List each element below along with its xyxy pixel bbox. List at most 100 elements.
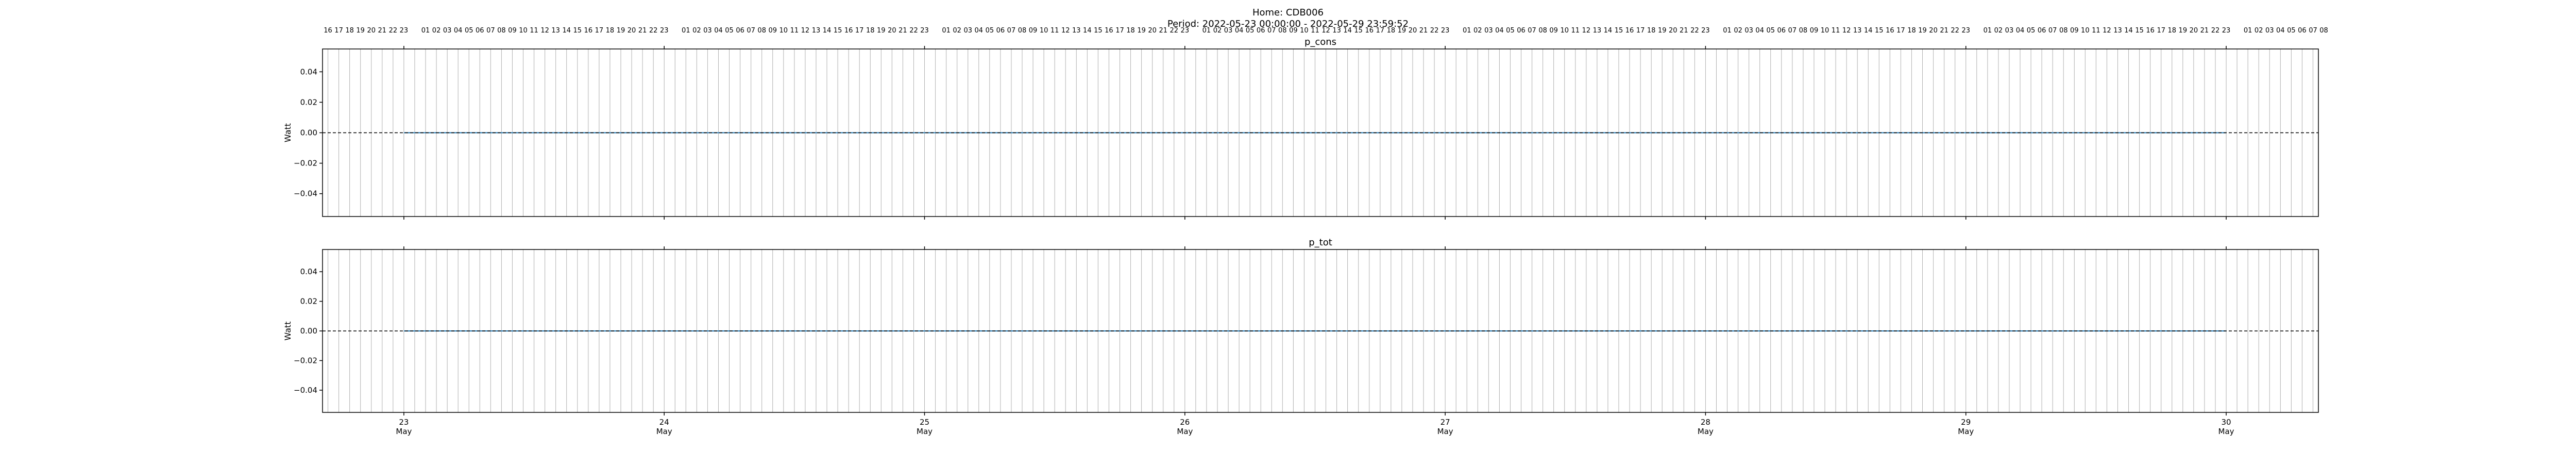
- hour-tick-label: 06: [476, 27, 484, 35]
- y-tick-label: 0.04: [300, 267, 317, 276]
- y-tick-label: −0.02: [294, 159, 317, 168]
- hour-tick-label: 07: [1528, 27, 1536, 35]
- chart-title: p_tot: [1309, 237, 1332, 248]
- y-axis-label: Watt: [283, 123, 293, 142]
- hour-tick-label: 09: [1289, 27, 1298, 35]
- hour-tick-label: 15: [2135, 27, 2144, 35]
- day-tick-label: 26: [1180, 418, 1190, 427]
- hour-tick-label: 06: [736, 27, 744, 35]
- hour-tick-label: 08: [2319, 27, 2328, 35]
- hour-tick-label: 11: [1571, 27, 1580, 35]
- hour-tick-label: 14: [823, 27, 832, 35]
- hour-tick-label: 04: [1235, 27, 1244, 35]
- hour-tick-label: 21: [899, 27, 907, 35]
- hour-tick-label: 17: [2157, 27, 2165, 35]
- hour-tick-label: 11: [530, 27, 538, 35]
- hour-tick-label: 20: [1669, 27, 1677, 35]
- hour-tick-label: 17: [334, 27, 343, 35]
- hour-tick-label: 04: [1495, 27, 1504, 35]
- hour-tick-label: 05: [1246, 27, 1255, 35]
- hour-tick-label: 14: [1083, 27, 1092, 35]
- hour-tick-label: 11: [1832, 27, 1840, 35]
- hour-tick-label: 03: [1484, 27, 1493, 35]
- hour-tick-label: 05: [1766, 27, 1775, 35]
- hour-tick-label: 23: [400, 27, 409, 35]
- y-tick-label: −0.02: [294, 356, 317, 365]
- hour-tick-label: 13: [1072, 27, 1081, 35]
- hour-tick-label: 05: [1506, 27, 1515, 35]
- hour-tick-label: 13: [2113, 27, 2122, 35]
- hour-tick-label: 01: [421, 27, 430, 35]
- hour-tick-label: 17: [1896, 27, 1905, 35]
- hour-tick-label: 09: [1549, 27, 1558, 35]
- hour-tick-label: 23: [920, 27, 929, 35]
- y-axis-label: Watt: [283, 321, 293, 340]
- hour-tick-label: 22: [1951, 27, 1959, 35]
- hour-tick-label: 21: [2200, 27, 2209, 35]
- hour-tick-label: 15: [1094, 27, 1103, 35]
- hour-tick-label: 23: [2222, 27, 2231, 35]
- hour-tick-label: 12: [2103, 27, 2111, 35]
- hour-tick-label: 22: [1690, 27, 1699, 35]
- hour-tick-label: 21: [1159, 27, 1167, 35]
- hour-tick-label: 10: [779, 27, 788, 35]
- hour-tick-label: 10: [1821, 27, 1829, 35]
- day-tick-label: 24: [659, 418, 669, 427]
- hour-tick-label: 19: [1137, 27, 1146, 35]
- y-tick-label: −0.04: [294, 189, 317, 198]
- hour-tick-label: 11: [1050, 27, 1059, 35]
- hour-tick-label: 07: [2309, 27, 2317, 35]
- hour-tick-label: 22: [1170, 27, 1178, 35]
- hour-tick-label: 02: [692, 27, 701, 35]
- hour-tick-label: 11: [790, 27, 799, 35]
- hour-tick-label: 04: [454, 27, 463, 35]
- hour-tick-label: 16: [584, 27, 593, 35]
- hour-tick-label: 02: [1994, 27, 2003, 35]
- hour-tick-label: 12: [1582, 27, 1591, 35]
- hour-tick-label: 14: [1864, 27, 1873, 35]
- hour-tick-label: 15: [834, 27, 842, 35]
- month-tick-label: May: [396, 427, 412, 436]
- hour-tick-label: 14: [1604, 27, 1613, 35]
- hour-tick-label: 02: [1734, 27, 1742, 35]
- y-tick-label: 0.00: [300, 128, 317, 138]
- hour-tick-label: 09: [508, 27, 517, 35]
- hour-tick-label: 08: [2059, 27, 2068, 35]
- hour-tick-label: 02: [953, 27, 961, 35]
- hour-tick-label: 07: [1788, 27, 1797, 35]
- y-tick-label: 0.04: [300, 67, 317, 76]
- hour-tick-label: 13: [1593, 27, 1602, 35]
- day-tick-label: 27: [1440, 418, 1450, 427]
- hour-tick-label: 19: [1918, 27, 1927, 35]
- hour-tick-label: 10: [1300, 27, 1309, 35]
- hour-tick-label: 05: [465, 27, 473, 35]
- hour-tick-label: 05: [2287, 27, 2296, 35]
- hour-tick-label: 22: [909, 27, 918, 35]
- month-tick-label: May: [2218, 427, 2234, 436]
- hour-tick-label: 18: [866, 27, 875, 35]
- hour-tick-label: 18: [1907, 27, 1916, 35]
- hour-tick-label: 17: [1115, 27, 1124, 35]
- hour-tick-label: 03: [2005, 27, 2014, 35]
- hour-tick-label: 04: [714, 27, 723, 35]
- hour-tick-label: 09: [2070, 27, 2079, 35]
- hour-tick-label: 09: [1029, 27, 1038, 35]
- day-tick-label: 23: [399, 418, 409, 427]
- month-tick-label: May: [1437, 427, 1453, 436]
- hour-tick-label: 06: [1257, 27, 1265, 35]
- month-tick-label: May: [1698, 427, 1714, 436]
- hour-tick-label: 01: [2244, 27, 2252, 35]
- hour-tick-label: 01: [682, 27, 690, 35]
- hour-tick-label: 01: [1463, 27, 1471, 35]
- hour-tick-label: 23: [1701, 27, 1710, 35]
- hour-tick-label: 17: [855, 27, 864, 35]
- y-tick-label: 0.02: [300, 297, 317, 306]
- hour-tick-label: 11: [2092, 27, 2100, 35]
- hour-tick-label: 16: [1365, 27, 1374, 35]
- hour-tick-label: 03: [443, 27, 452, 35]
- hour-tick-label: 01: [1984, 27, 1992, 35]
- hour-tick-label: 19: [2179, 27, 2188, 35]
- hour-tick-label: 20: [888, 27, 896, 35]
